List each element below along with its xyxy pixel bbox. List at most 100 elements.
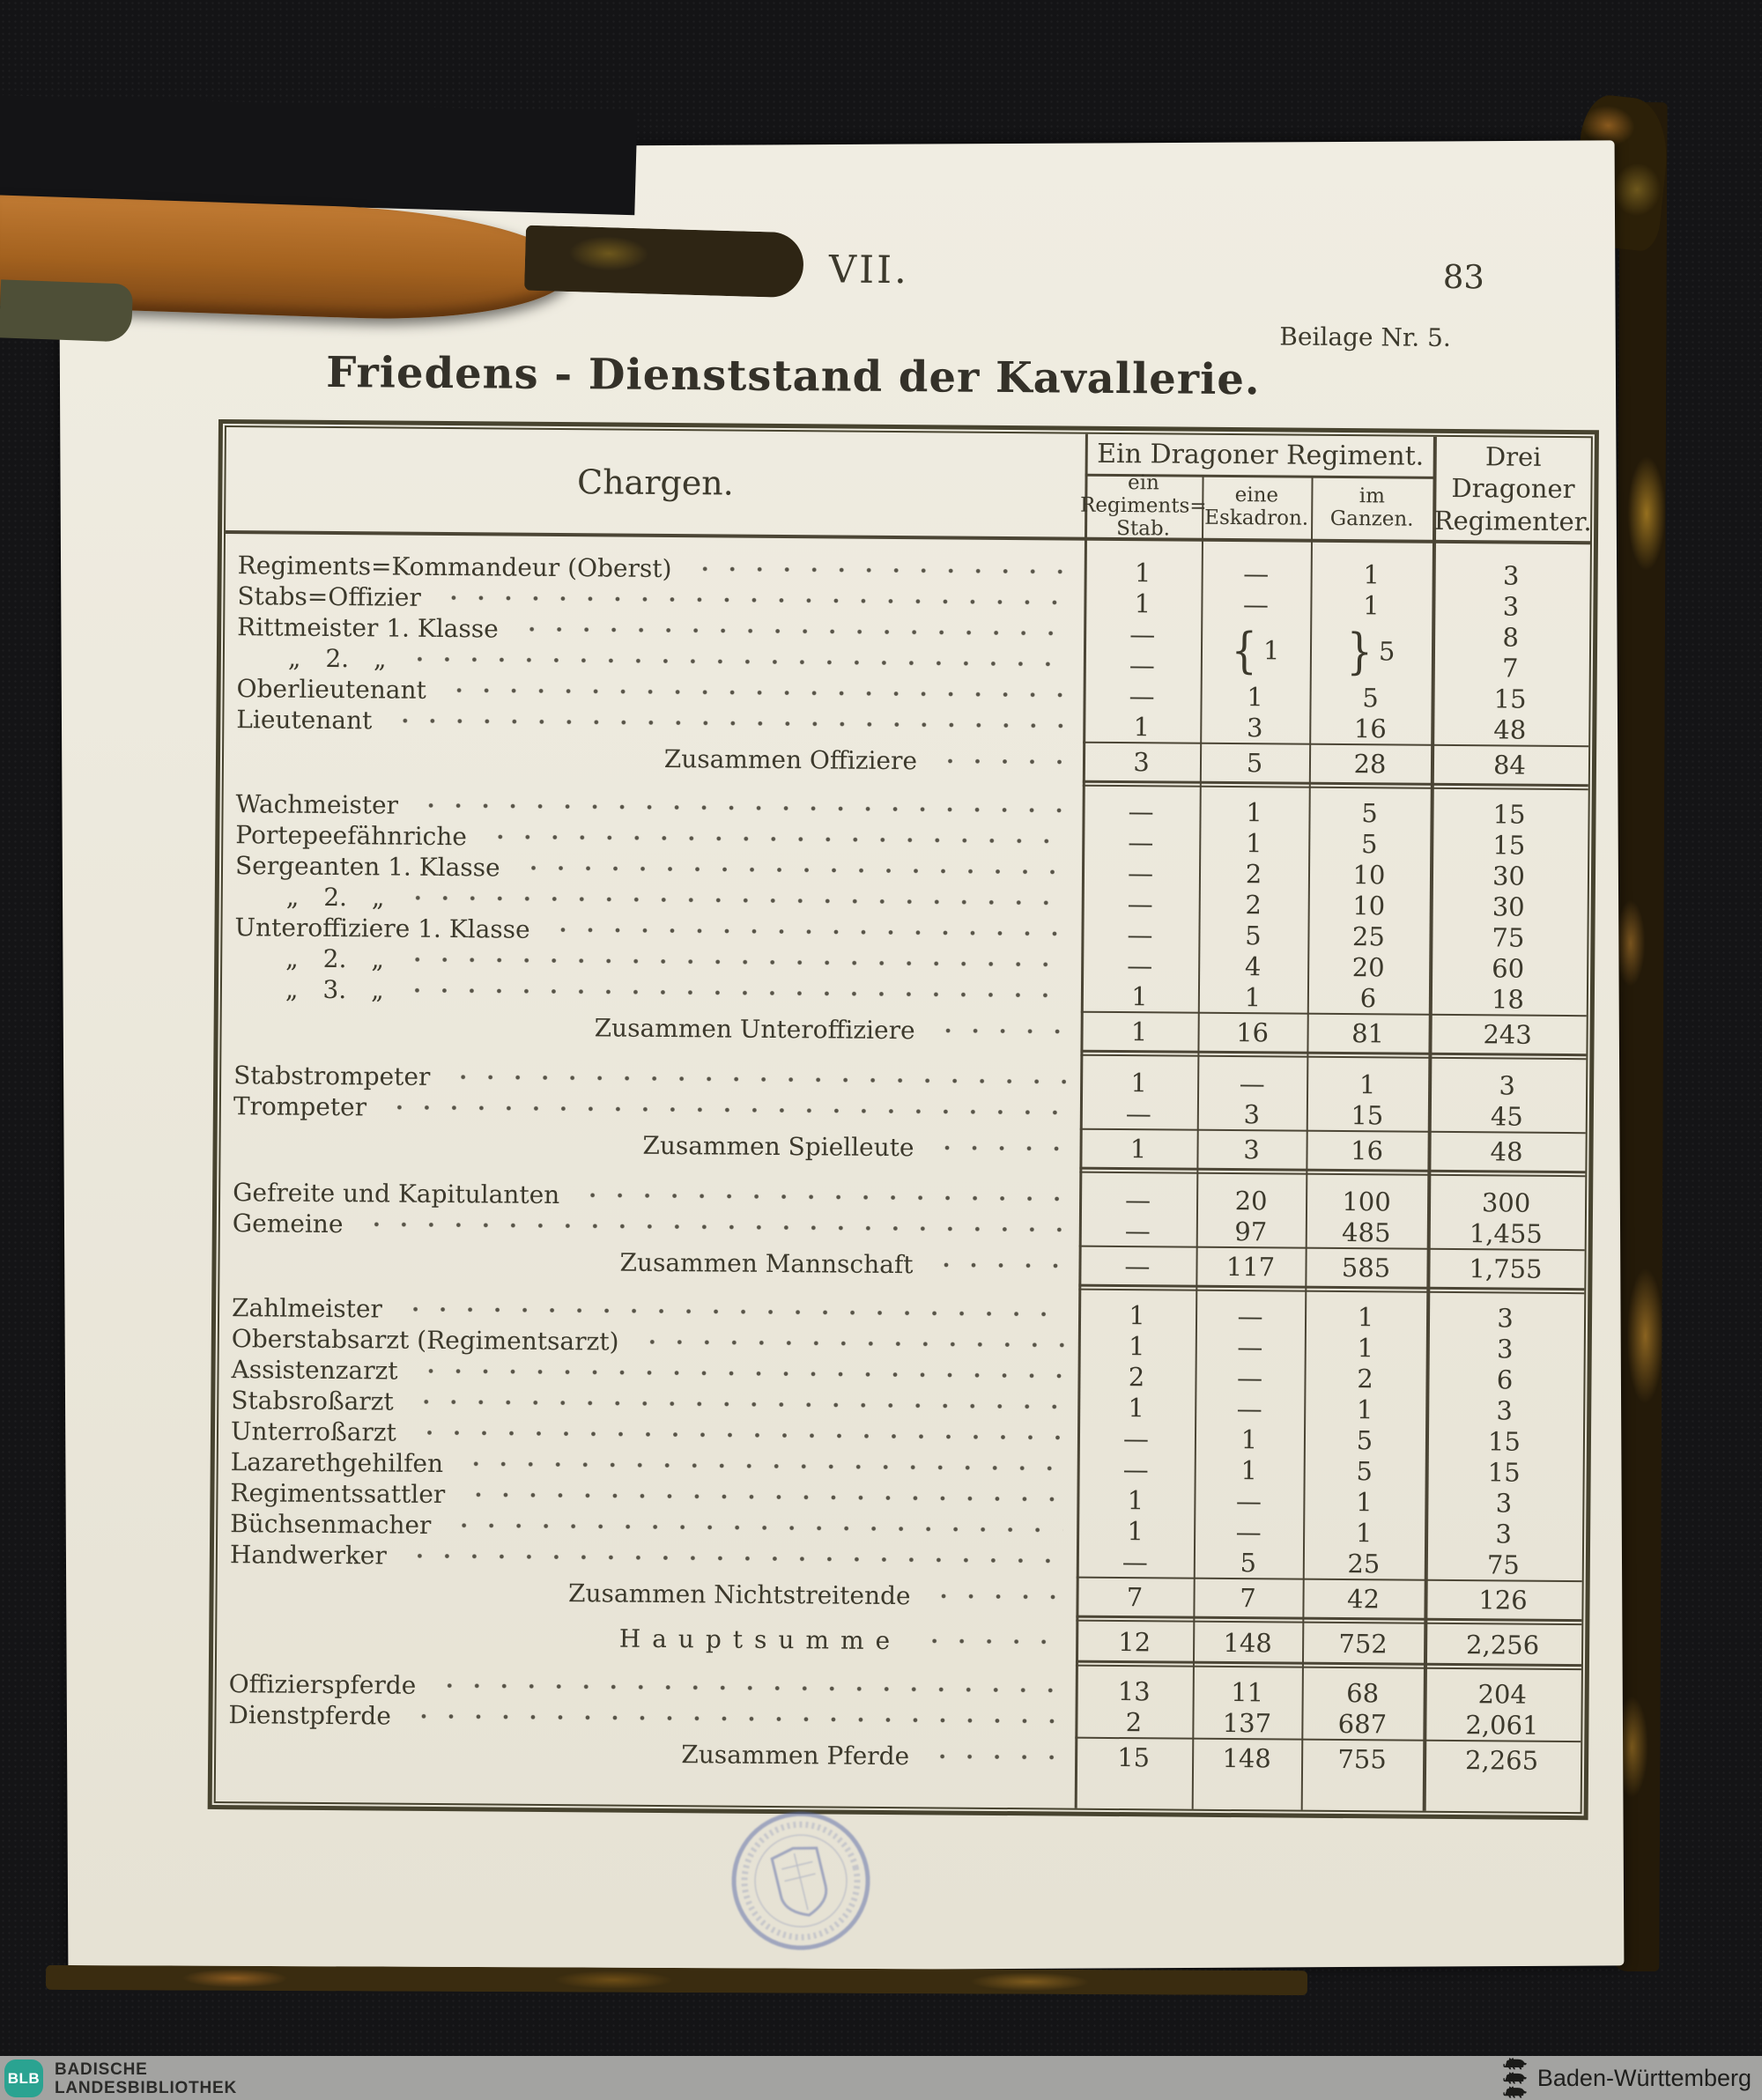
value-cell: 30 bbox=[1492, 860, 1526, 891]
value-cell: 585 bbox=[1341, 1253, 1391, 1283]
column-header-drei-regimenter: Drei Dragoner Regimenter. bbox=[1433, 441, 1592, 536]
row-label: Zusammen Pferde bbox=[681, 1739, 910, 1771]
column-group-header: Ein Dragoner Regiment. bbox=[1097, 438, 1425, 472]
dot-leader bbox=[412, 1386, 1064, 1422]
dot-leader bbox=[638, 1327, 1064, 1360]
value-cell: 1 bbox=[1129, 1134, 1147, 1165]
value-cell: 117 bbox=[1225, 1251, 1276, 1283]
row-label: Dienstpferde bbox=[228, 1700, 391, 1731]
page-title: Friedens - Dienststand der Kavallerie. bbox=[326, 347, 1261, 405]
value-cell: — bbox=[1239, 1068, 1265, 1098]
blb-logo: BLB bbox=[4, 2059, 43, 2097]
value-cell: 1 bbox=[1240, 1454, 1258, 1485]
row-label: Lazarethgehilfen bbox=[230, 1447, 444, 1479]
dot-leader bbox=[403, 883, 1068, 918]
dot-leader bbox=[410, 1701, 1062, 1736]
column-header-im-ganzen: im Ganzen. bbox=[1329, 484, 1414, 531]
value-cell: 81 bbox=[1351, 1018, 1385, 1049]
value-cell: 3 bbox=[1246, 712, 1263, 743]
value-cell: 6 bbox=[1359, 982, 1377, 1013]
row-label: Stabs=Offizier bbox=[237, 581, 421, 612]
value-cell: — bbox=[1128, 795, 1154, 826]
value-cell: — bbox=[1128, 826, 1154, 857]
dot-leader bbox=[921, 1625, 1062, 1657]
value-cell: 148 bbox=[1223, 1627, 1272, 1659]
value-cell: 11 bbox=[1231, 1676, 1264, 1707]
value-cell: 1 bbox=[1363, 558, 1381, 589]
value-cell: — bbox=[1235, 1516, 1262, 1547]
value-cell: 5 bbox=[1245, 920, 1262, 950]
row-label: Portepeefähnriche bbox=[235, 820, 468, 852]
value-cell: 1 bbox=[1130, 1067, 1148, 1098]
row-label: Trompeter bbox=[233, 1091, 367, 1122]
value-cell: 3 bbox=[1243, 1135, 1260, 1165]
value-cell: 2,256 bbox=[1466, 1630, 1540, 1660]
value-cell: 1 bbox=[1245, 827, 1262, 858]
dot-leader bbox=[391, 706, 1070, 741]
value-cell: 1 bbox=[1359, 1068, 1376, 1099]
value-cell: 15 bbox=[1493, 683, 1527, 714]
value-cell: 48 bbox=[1490, 1136, 1523, 1167]
value-cell: 3 bbox=[1502, 559, 1520, 591]
value-cell: 1 bbox=[1244, 981, 1262, 1012]
dot-leader bbox=[405, 644, 1070, 679]
row-label: „ 3. „ bbox=[285, 974, 384, 1005]
value-cell: 16 bbox=[1236, 1017, 1270, 1048]
value-cell: 2 bbox=[1125, 1706, 1143, 1737]
row-label: Assistenzarzt bbox=[231, 1355, 398, 1386]
value-cell: 5 bbox=[1362, 682, 1379, 713]
dot-leader bbox=[449, 1062, 1067, 1097]
row-label: Zusammen Unteroffiziere bbox=[594, 1012, 915, 1045]
value-cell: — bbox=[1129, 680, 1155, 711]
row-label: Stabsroßarzt bbox=[231, 1386, 394, 1416]
value-cell: 2 bbox=[1245, 889, 1262, 920]
dot-leader bbox=[362, 1209, 1065, 1245]
column-header-eskadron: eine Eskadron. bbox=[1204, 484, 1309, 530]
value-cell: 1 bbox=[1356, 1394, 1373, 1424]
value-cell: 13 bbox=[1117, 1675, 1151, 1706]
value-cell: 1,755 bbox=[1469, 1253, 1543, 1284]
value-cell: 3 bbox=[1502, 590, 1520, 622]
value-cell: 10 bbox=[1352, 859, 1386, 890]
value-cell: 1 bbox=[1128, 1330, 1145, 1361]
dot-leader bbox=[405, 1541, 1063, 1576]
value-cell: — bbox=[1129, 618, 1156, 649]
value-cell: 1 bbox=[1130, 1017, 1148, 1047]
dot-leader bbox=[462, 1449, 1063, 1483]
state-logo-group: Baden-Württemberg bbox=[1502, 2056, 1751, 2100]
value-cell: 1 bbox=[1134, 588, 1151, 618]
value-cell: 3 bbox=[1496, 1394, 1514, 1426]
value-cell: 7 bbox=[1240, 1583, 1256, 1614]
value-cell: 3 bbox=[1497, 1302, 1514, 1334]
value-cell: 126 bbox=[1478, 1585, 1528, 1616]
value-cell: 3 bbox=[1495, 1518, 1512, 1549]
value-cell: 16 bbox=[1350, 1135, 1384, 1166]
viewer-footer-bar: BLB BADISCHE LANDESBIBLIOTHEK Baden-Würt… bbox=[0, 2056, 1762, 2100]
value-cell: 5 bbox=[1361, 797, 1378, 828]
value-cell: 10 bbox=[1352, 890, 1386, 921]
dot-leader bbox=[929, 1580, 1062, 1612]
value-cell: 1 bbox=[1129, 1299, 1145, 1330]
row-label: Stabstrompeter bbox=[233, 1061, 431, 1091]
value-cell: 1 bbox=[1134, 557, 1151, 588]
value-cell: 3 bbox=[1499, 1069, 1515, 1101]
row-label: „ 2. „ bbox=[285, 943, 385, 974]
value-cell: — bbox=[1236, 1362, 1263, 1393]
value-cell: 687 bbox=[1337, 1708, 1388, 1739]
value-cell: 3 bbox=[1133, 747, 1150, 778]
value-cell: 68 bbox=[1346, 1677, 1380, 1708]
value-cell: 15 bbox=[1487, 1425, 1521, 1457]
value-cell: 20 bbox=[1351, 951, 1385, 982]
value-cell: 28 bbox=[1353, 749, 1387, 780]
value-cell: — bbox=[1124, 1251, 1151, 1282]
value-cell: 1 bbox=[1127, 1484, 1144, 1515]
value-cell: 42 bbox=[1346, 1584, 1381, 1615]
library-name: BADISCHE LANDESBIBLIOTHEK bbox=[55, 2060, 237, 2098]
value-cell: 204 bbox=[1477, 1678, 1528, 1710]
row-label: Handwerker bbox=[229, 1540, 387, 1571]
table-total-row: Hauptsumme 12 148 752 2,256 bbox=[217, 1616, 1581, 1664]
row-label: Rittmeister 1. Klasse bbox=[237, 612, 499, 644]
table-section: Zahlmeister 1—1 3 Oberstabsarzt (Regimentsa… bbox=[217, 1283, 1584, 1626]
row-label: Zahlmeister bbox=[231, 1293, 383, 1324]
column-header-chargen: Chargen. bbox=[576, 462, 735, 503]
